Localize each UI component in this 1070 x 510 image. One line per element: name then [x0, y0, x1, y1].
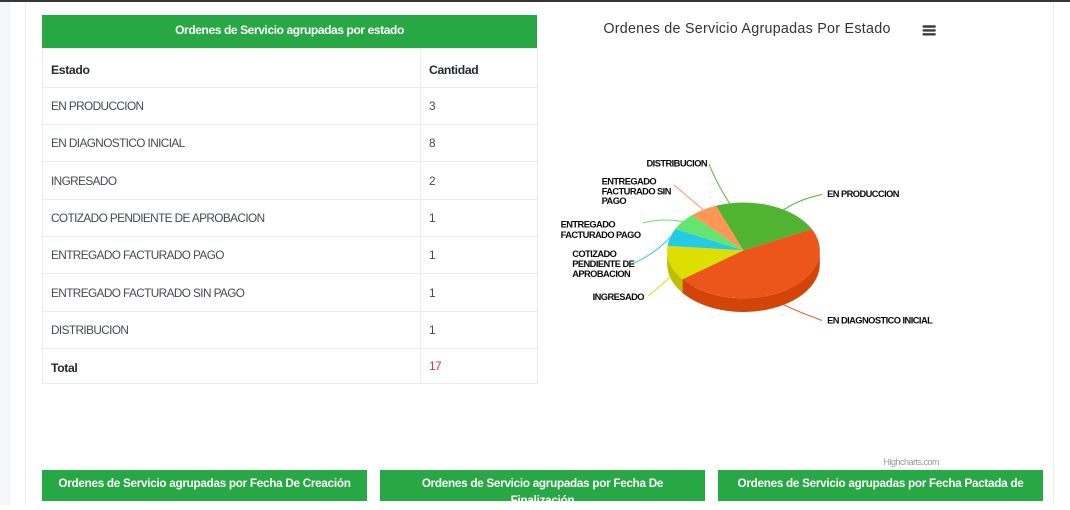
- svg-text:INGRESADO: INGRESADO: [593, 292, 645, 302]
- svg-text:PENDIENTE DE: PENDIENTE DE: [572, 259, 634, 269]
- svg-text:COTIZADO: COTIZADO: [572, 249, 616, 259]
- svg-text:ENTREGADO: ENTREGADO: [561, 220, 616, 230]
- svg-text:Highcharts.com: Highcharts.com: [883, 457, 939, 467]
- svg-text:FACTURADO SIN: FACTURADO SIN: [602, 186, 672, 196]
- svg-text:EN DIAGNOSTICO INICIAL: EN DIAGNOSTICO INICIAL: [827, 316, 933, 326]
- svg-text:ENTREGADO: ENTREGADO: [602, 176, 657, 186]
- svg-text:PAGO: PAGO: [602, 196, 627, 206]
- svg-text:Ordenes de Servicio Agrupadas: Ordenes de Servicio Agrupadas Por Estado: [603, 21, 890, 37]
- svg-text:DISTRIBUCION: DISTRIBUCION: [647, 158, 708, 168]
- svg-text:APROBACION: APROBACION: [572, 269, 631, 279]
- svg-text:EN PRODUCCION: EN PRODUCCION: [827, 189, 900, 199]
- svg-text:FACTURADO PAGO: FACTURADO PAGO: [561, 230, 641, 240]
